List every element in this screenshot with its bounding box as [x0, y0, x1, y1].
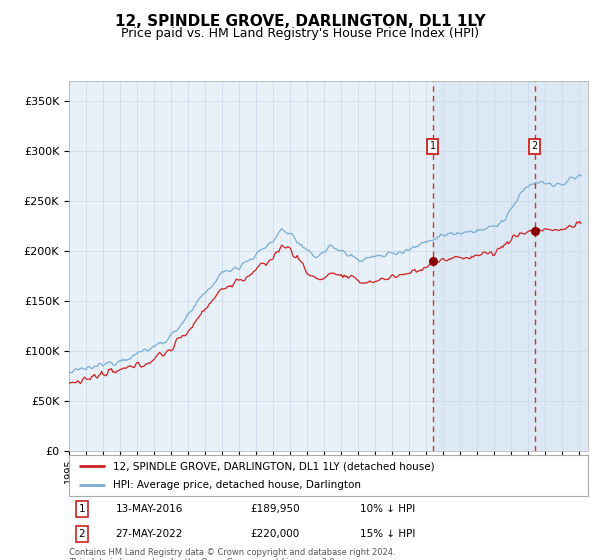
Text: 1: 1 [79, 504, 85, 514]
Text: 15% ↓ HPI: 15% ↓ HPI [359, 529, 415, 539]
Text: 27-MAY-2022: 27-MAY-2022 [116, 529, 183, 539]
Text: £220,000: £220,000 [251, 529, 300, 539]
Text: 1: 1 [430, 141, 436, 151]
Text: 12, SPINDLE GROVE, DARLINGTON, DL1 1LY (detached house): 12, SPINDLE GROVE, DARLINGTON, DL1 1LY (… [113, 461, 435, 471]
Text: £189,950: £189,950 [251, 504, 300, 514]
Text: 10% ↓ HPI: 10% ↓ HPI [359, 504, 415, 514]
Text: 2: 2 [532, 141, 538, 151]
Text: HPI: Average price, detached house, Darlington: HPI: Average price, detached house, Darl… [113, 480, 361, 489]
Text: Contains HM Land Registry data © Crown copyright and database right 2024.
This d: Contains HM Land Registry data © Crown c… [69, 548, 395, 560]
Text: 12, SPINDLE GROVE, DARLINGTON, DL1 1LY: 12, SPINDLE GROVE, DARLINGTON, DL1 1LY [115, 14, 485, 29]
Text: 13-MAY-2016: 13-MAY-2016 [116, 504, 183, 514]
Bar [433, 81, 588, 451]
Text: Price paid vs. HM Land Registry's House Price Index (HPI): Price paid vs. HM Land Registry's House … [121, 27, 479, 40]
Text: 2: 2 [79, 529, 85, 539]
